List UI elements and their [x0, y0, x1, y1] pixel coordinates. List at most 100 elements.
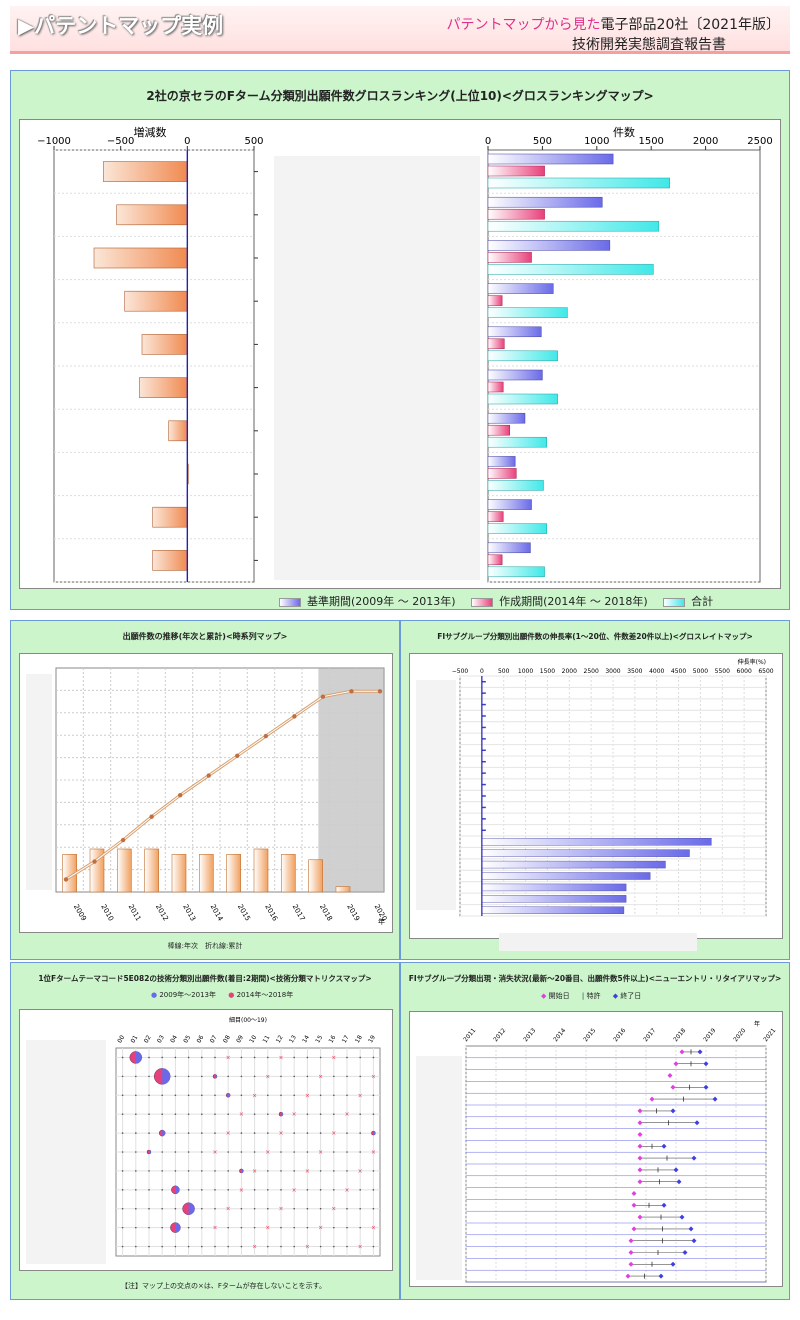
- grid-dot: [135, 1170, 137, 1172]
- header-subtitle: パテントマップから見た電子部品20社〔2021年版〕: [447, 14, 780, 34]
- start-marker: [628, 1250, 634, 1255]
- legend-patent: | 特許: [581, 992, 601, 1000]
- no-fterm-mark: ×: [278, 1054, 283, 1061]
- grid-dot: [135, 1226, 137, 1229]
- grid-dot: [333, 1113, 335, 1115]
- end-marker: [658, 1273, 664, 1279]
- column-label: 03: [156, 1034, 166, 1044]
- x-tick-label: 2015: [236, 903, 252, 922]
- no-fterm-mark: ×: [278, 1130, 283, 1137]
- right-bar: [487, 412, 526, 424]
- end-marker: [697, 1049, 703, 1055]
- grid-dot: [148, 1245, 150, 1248]
- bubble-2009-2013: [162, 1130, 166, 1137]
- grid-dot: [280, 1094, 282, 1097]
- right-bar: [487, 196, 603, 208]
- right-axis-label: 件数: [613, 126, 635, 139]
- start-marker: [637, 1143, 643, 1149]
- grid-dot: [319, 1113, 322, 1115]
- end-marker: [691, 1155, 697, 1161]
- grid-dot: [359, 1056, 362, 1059]
- grid-dot: [121, 1094, 124, 1097]
- grid-dot: [293, 1075, 296, 1078]
- ranking-legend: 基準期間(2009年 〜 2013年) 作成期間(2014年 〜 2018年) …: [279, 593, 713, 609]
- year-bar: [226, 854, 241, 893]
- start-marker: [673, 1061, 679, 1067]
- bubble-2009-2013: [162, 1068, 171, 1085]
- matrix-panel: 1位Fタームテーマコード5E082の技術分類別出願件数(着目:2期間)<技術分類…: [10, 962, 400, 1300]
- cumulative-point: [120, 837, 126, 843]
- end-marker: [676, 1179, 682, 1185]
- grid-dot: [201, 1170, 203, 1172]
- right-bar: [487, 177, 670, 189]
- growth-bar: [481, 906, 625, 914]
- start-marker: [628, 1261, 634, 1267]
- no-fterm-mark: ×: [371, 1149, 376, 1156]
- column-label: 18: [354, 1034, 364, 1044]
- grid-dot: [135, 1151, 137, 1153]
- right-bar: [487, 283, 554, 294]
- year-label: 2019: [702, 1027, 717, 1043]
- x-tick-label: 3000: [605, 668, 620, 675]
- no-fterm-mark: ×: [318, 1073, 323, 1080]
- x-tick-label: 2012: [154, 903, 170, 922]
- x-tick-label: 2016: [263, 903, 279, 923]
- left-bar: [141, 334, 188, 355]
- grid-dot: [267, 1207, 269, 1210]
- grid-dot: [121, 1189, 124, 1191]
- year-bar: [171, 854, 187, 893]
- grid-dot: [267, 1113, 269, 1115]
- grid-dot: [227, 1189, 229, 1191]
- x-tick-label: 4500: [671, 668, 686, 675]
- no-fterm-mark: ×: [292, 1111, 297, 1118]
- grid-dot: [214, 1170, 216, 1172]
- grid-dot: [359, 1207, 362, 1210]
- grid-dot: [187, 1056, 190, 1059]
- year-label: 2013: [522, 1027, 537, 1043]
- matrix-legend: ● 2009年〜2013年 ● 2014年〜2018年: [151, 990, 293, 1000]
- grid-dot: [319, 1132, 322, 1134]
- grid-dot: [174, 1207, 177, 1210]
- start-marker: [637, 1108, 643, 1114]
- grid-dot: [359, 1113, 362, 1115]
- end-marker: [703, 1061, 709, 1067]
- right-bar: [487, 350, 558, 362]
- growth-bar: [481, 860, 666, 869]
- grid-dot: [293, 1207, 296, 1210]
- timeseries-panel: 出願件数の推移(年次と累計)<時系列マップ> 2009 2010 2011 2012 2…: [10, 620, 400, 960]
- grid-dot: [201, 1056, 203, 1059]
- grid-dot: [333, 1170, 335, 1172]
- bubble-2009-2013: [215, 1074, 217, 1079]
- grid-dot: [372, 1113, 375, 1115]
- grid-dot: [161, 1170, 163, 1172]
- x-tick-label: 2017: [291, 903, 307, 922]
- grid-dot: [372, 1170, 375, 1172]
- grid-dot: [319, 1245, 322, 1248]
- year-bar: [199, 854, 214, 893]
- x-unit-label: 年: [378, 917, 385, 926]
- grid-dot: [372, 1094, 375, 1097]
- bubble-2009-2013: [149, 1150, 151, 1154]
- x-tick-label: 2014: [209, 903, 225, 923]
- no-fterm-mark: ×: [371, 1073, 376, 1080]
- grid-dot: [161, 1207, 163, 1210]
- grid-dot: [121, 1207, 124, 1210]
- no-fterm-mark: ×: [226, 1130, 231, 1137]
- start-marker: [628, 1238, 634, 1244]
- year-label: 2011: [462, 1027, 477, 1043]
- growth-bar: [481, 883, 627, 892]
- left-bar: [116, 204, 188, 226]
- end-marker: [673, 1167, 679, 1173]
- end-marker: [682, 1250, 688, 1255]
- bubble-2009-2013: [175, 1185, 180, 1194]
- grid-dot: [240, 1151, 243, 1153]
- no-fterm-mark: ×: [265, 1225, 270, 1232]
- left-tick-label: 0: [184, 136, 190, 147]
- grid-dot: [280, 1226, 282, 1229]
- grid-dot: [240, 1094, 243, 1097]
- legend-end: ◆ 終了日: [612, 992, 642, 1000]
- grid-dot: [306, 1075, 309, 1078]
- start-marker: [631, 1226, 637, 1232]
- grid-dot: [359, 1226, 362, 1229]
- entryretire-panel: FIサブグループ分類出現・消失状況(最新〜20番目、出願件数5件以上)<ニューエ…: [400, 962, 790, 1300]
